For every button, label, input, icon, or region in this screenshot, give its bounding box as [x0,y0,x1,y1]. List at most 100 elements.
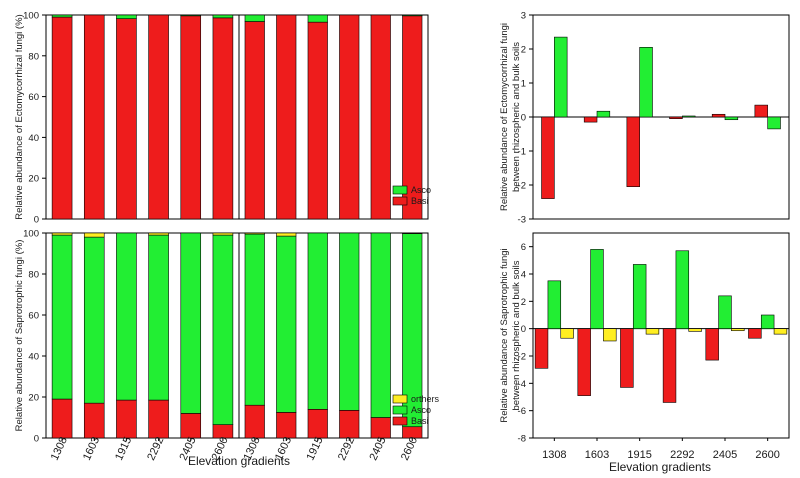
y-tick-label: 80 [28,270,39,281]
bar-basi-2292 [339,14,360,220]
bar-basi-1915 [116,18,137,220]
bar-basi-2405 [370,417,391,439]
y-tick-label: 0 [521,324,526,335]
bar-asco-1603 [590,249,604,329]
legend-swatch-basi [392,416,408,426]
y-tick-label: 20 [28,393,39,404]
y-tick-label: 20 [28,174,39,185]
bar-asco-1308 [244,233,265,406]
bar-basi-1308 [51,16,73,220]
plot-frame [238,14,429,220]
bar-basi-2292 [148,14,169,220]
legend-label: orthers [411,394,440,404]
bar-orthers-1915 [645,328,660,335]
bar-asco-1915 [632,264,647,329]
bar-basi-1603 [276,14,297,220]
bar-asco-2292 [675,250,690,329]
bar-basi-1915 [307,408,328,439]
bar-asco-2600 [760,314,775,329]
y-tick-label: -2 [518,181,526,192]
bar-asco-1603 [83,236,105,404]
y-tick-label: 3 [521,11,526,22]
x-axis-title-left: Elevation gradients [188,454,290,468]
x-tick-label: 1915 [113,435,134,462]
bar-asco-1308 [554,36,568,118]
bar-asco-1308 [244,14,265,22]
bar-asco-2600 [212,14,234,19]
y-tick-label: -6 [518,406,526,417]
bar-basi-1603 [83,402,105,439]
bar-basi-2405 [180,15,202,220]
x-tick-label: 2292 [145,435,166,462]
bar-basi-2600 [212,424,234,439]
bar-orthers-1603 [603,328,617,342]
bar-asco-2292 [148,234,169,401]
bar-asco-1603 [596,110,611,118]
y-tick-label: 0 [521,113,526,124]
x-tick-label: 2600 [755,449,779,461]
bar-asco-2405 [724,116,739,121]
bar-orthers-2405 [731,328,745,332]
bar-basi-2600 [402,426,423,439]
bar-orthers-1308 [560,328,574,339]
bar-basi-2405 [370,14,391,220]
bar-asco-2292 [339,232,360,411]
bar-basi-2405 [705,328,719,361]
legend-label: Asco [411,405,431,415]
bar-orthers-2600 [773,328,788,335]
bar-asco-2292 [682,115,696,118]
y-tick-label: -4 [518,379,526,390]
bar-asco-1915 [307,232,328,410]
bar-orthers-1308 [244,232,265,235]
bar-asco-2600 [767,116,781,130]
bar-basi-2600 [748,328,762,339]
bar-basi-1603 [583,116,598,123]
bar-basi-1308 [244,404,265,439]
y-tick-label: 100 [23,229,39,240]
plot-frame [532,232,790,439]
legend-label: Basi [411,416,429,426]
y-tick-label: 60 [28,92,39,103]
x-tick-label: 2405 [367,435,388,462]
plot-frame [45,14,240,220]
y-tick-label: 4 [521,270,526,281]
bar-basi-1915 [620,328,634,388]
legend-label: Basi [411,196,429,206]
bar-asco-2405 [370,232,391,418]
bar-orthers-1603 [83,232,105,238]
x-tick-label: 1603 [585,449,609,461]
x-tick-label: 2292 [336,435,357,462]
bar-basi-2292 [662,328,677,403]
bar-basi-2600 [754,104,768,118]
bar-basi-2292 [148,399,169,439]
plot-frame [238,232,429,439]
legend-swatch-asco [392,405,408,415]
bar-asco-1603 [276,235,297,413]
bar-asco-2600 [402,14,423,17]
bar-asco-1915 [116,14,137,19]
x-tick-label: 1308 [542,449,566,461]
y-tick-label: -2 [518,352,526,363]
bar-asco-1915 [116,232,137,401]
plot-frame [45,232,240,439]
bar-basi-1308 [244,21,265,220]
bar-asco-2600 [212,234,234,425]
y-tick-label: -1 [518,147,526,158]
y-axis-label: Relative abundance of Ectomycorrhizal fu… [14,14,25,219]
x-tick-label: 1603 [81,435,102,462]
bar-basi-1308 [541,116,555,199]
y-tick-label: -3 [518,215,526,226]
y-tick-label: 6 [521,242,526,253]
legend-swatch-orthers [392,394,408,404]
y-tick-label: 2 [521,297,526,308]
y-tick-label: 80 [28,51,39,62]
x-tick-label: 1915 [627,449,651,461]
bar-basi-1915 [626,116,640,187]
